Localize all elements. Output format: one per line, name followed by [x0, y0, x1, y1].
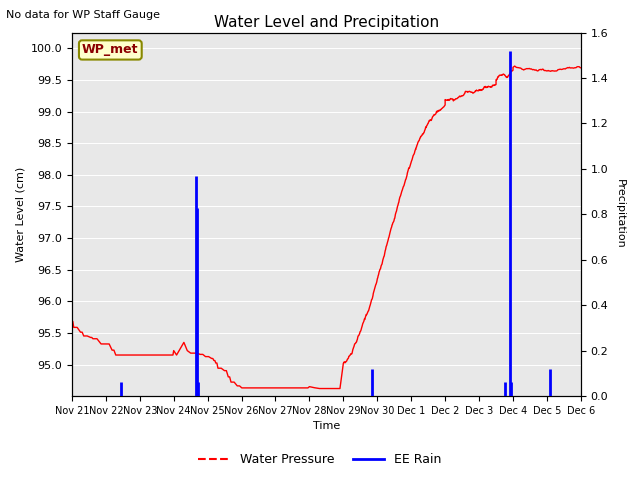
Legend: Water Pressure, EE Rain: Water Pressure, EE Rain: [193, 448, 447, 471]
Y-axis label: Water Level (cm): Water Level (cm): [15, 167, 25, 262]
X-axis label: Time: Time: [313, 421, 340, 432]
Y-axis label: Precipitation: Precipitation: [615, 180, 625, 249]
Title: Water Level and Precipitation: Water Level and Precipitation: [214, 15, 439, 30]
Text: WP_met: WP_met: [82, 44, 139, 57]
Text: No data for WP Staff Gauge: No data for WP Staff Gauge: [6, 10, 161, 20]
